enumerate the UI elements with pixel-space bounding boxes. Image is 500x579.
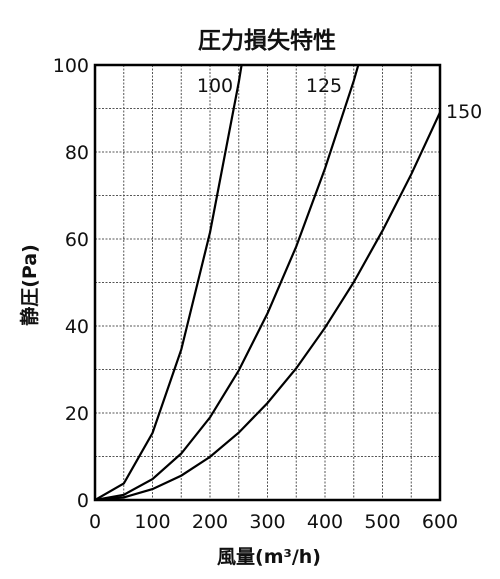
plot-frame [93, 63, 442, 502]
y-tick-label: 0 [77, 490, 89, 512]
grid [95, 65, 440, 500]
series-curves [95, 65, 440, 500]
y-tick-label: 40 [65, 316, 89, 338]
y-tick-label: 60 [65, 229, 89, 251]
series-label-150: 150 [446, 101, 482, 123]
series-label-100: 100 [197, 75, 233, 97]
x-tick-label: 600 [422, 511, 458, 533]
series-labels: 100 125 150 [197, 75, 482, 123]
x-tick-label: 300 [249, 511, 285, 533]
x-axis-label: 風量(m³/h) [217, 546, 321, 568]
x-tick-label: 500 [364, 511, 400, 533]
y-tick-label: 100 [53, 55, 89, 77]
series-label-125: 125 [306, 75, 342, 97]
y-tick-label: 20 [65, 403, 89, 425]
x-tick-label: 0 [89, 511, 101, 533]
x-tick-label: 100 [134, 511, 170, 533]
y-tick-label: 80 [65, 142, 89, 164]
series-line-150 [95, 111, 440, 500]
series-line-125 [95, 65, 360, 500]
series-line-100 [95, 65, 243, 500]
y-axis-label: 静圧(Pa) [18, 244, 41, 326]
x-tick-label: 200 [192, 511, 228, 533]
chart-title: 圧力損失特性 [198, 28, 336, 54]
x-tick-labels: 0 100 200 300 400 500 600 [89, 511, 458, 533]
x-tick-label: 400 [307, 511, 343, 533]
y-tick-labels: 0 20 40 60 80 100 [53, 55, 89, 512]
